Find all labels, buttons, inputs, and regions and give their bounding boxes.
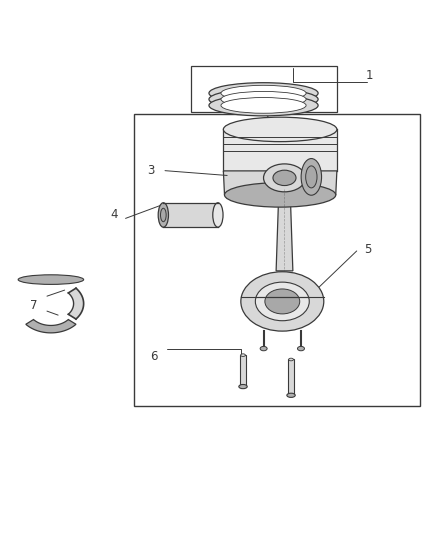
Ellipse shape	[18, 275, 84, 285]
Ellipse shape	[241, 272, 324, 331]
Bar	[223, 130, 337, 171]
Ellipse shape	[223, 117, 337, 142]
Ellipse shape	[221, 92, 306, 107]
Text: 4: 4	[110, 208, 118, 222]
Ellipse shape	[289, 358, 293, 361]
Ellipse shape	[158, 203, 169, 227]
Polygon shape	[276, 189, 293, 271]
Bar	[191, 66, 337, 111]
Ellipse shape	[240, 354, 245, 357]
Text: 2: 2	[272, 126, 279, 139]
Ellipse shape	[160, 208, 166, 222]
Text: 3: 3	[148, 164, 155, 177]
Ellipse shape	[209, 89, 318, 110]
Text: 6: 6	[150, 350, 157, 362]
Bar	[288, 359, 293, 395]
Polygon shape	[26, 319, 76, 333]
Polygon shape	[223, 171, 337, 195]
Ellipse shape	[264, 164, 305, 192]
Text: 5: 5	[364, 243, 371, 255]
Ellipse shape	[273, 170, 296, 185]
Ellipse shape	[306, 166, 317, 188]
Bar	[163, 203, 218, 227]
Ellipse shape	[287, 393, 295, 398]
Ellipse shape	[221, 85, 306, 101]
Ellipse shape	[209, 95, 318, 116]
Ellipse shape	[239, 384, 247, 389]
Ellipse shape	[225, 183, 336, 207]
Ellipse shape	[255, 282, 309, 321]
Ellipse shape	[221, 98, 306, 113]
Bar	[134, 114, 420, 406]
Text: 1: 1	[366, 69, 373, 82]
Text: 7: 7	[30, 300, 37, 312]
Ellipse shape	[297, 346, 304, 351]
Ellipse shape	[265, 289, 300, 314]
Polygon shape	[68, 288, 84, 319]
Ellipse shape	[209, 83, 318, 103]
Ellipse shape	[260, 346, 267, 351]
Ellipse shape	[301, 158, 321, 195]
Bar	[240, 355, 246, 386]
Ellipse shape	[213, 203, 223, 227]
